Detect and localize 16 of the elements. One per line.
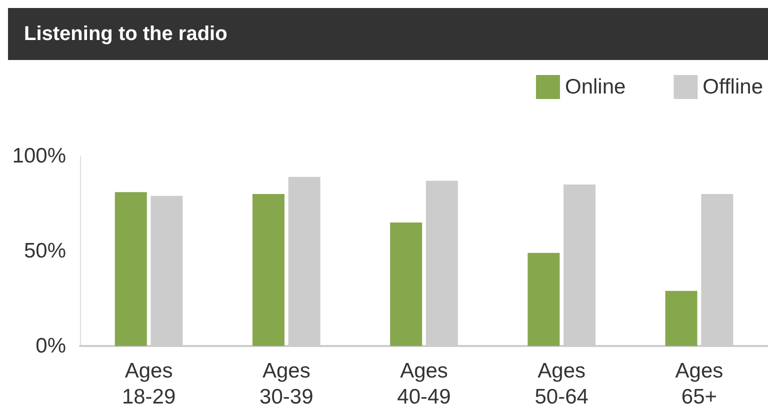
y-tick-label: 0% xyxy=(36,334,66,358)
y-tick-label: 50% xyxy=(24,240,66,262)
y-tick-label: 100% xyxy=(12,144,66,168)
bar xyxy=(665,290,698,346)
x-tick-label: Ages 40-49 xyxy=(397,360,451,408)
bar xyxy=(114,192,147,346)
x-tick-label: Ages 65+ xyxy=(675,360,724,408)
legend-label: Online xyxy=(564,76,626,98)
bar xyxy=(252,194,284,346)
x-tick-label: Ages 50-64 xyxy=(534,360,589,408)
bar xyxy=(390,222,422,346)
x-tick-label: Ages 18-29 xyxy=(122,360,176,408)
bar xyxy=(528,252,560,346)
legend-label: Offline xyxy=(702,76,764,98)
x-tick-label: Ages 30-39 xyxy=(260,360,314,408)
chart-title: Listening to the radio xyxy=(8,8,768,60)
